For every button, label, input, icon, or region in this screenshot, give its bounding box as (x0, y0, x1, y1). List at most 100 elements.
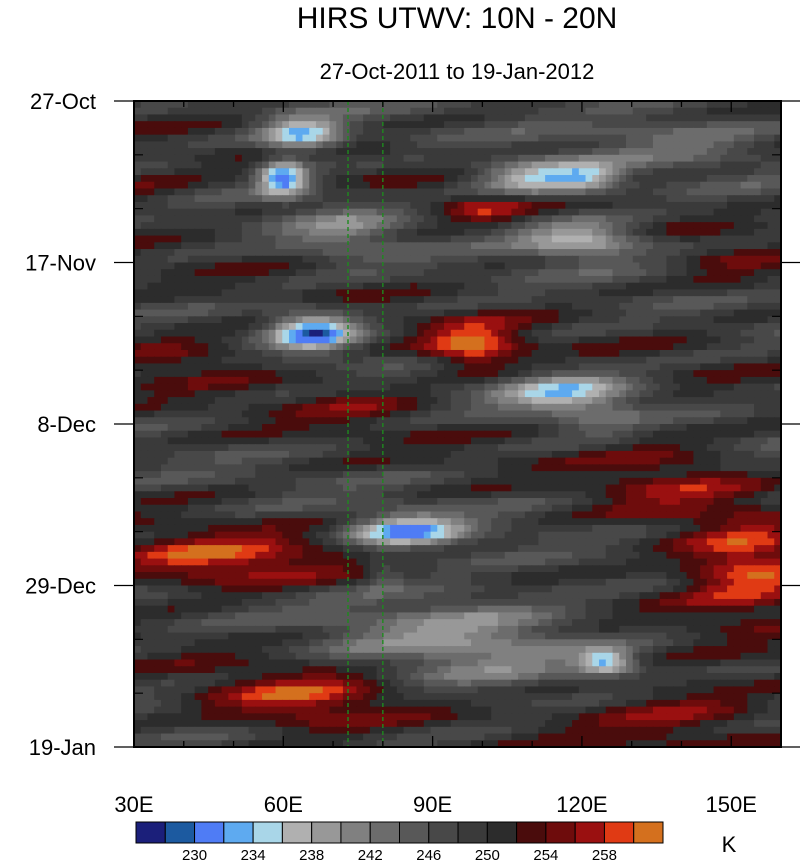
heatmap-cell (673, 154, 681, 163)
heatmap-cell (248, 383, 256, 391)
heatmap-cell (733, 195, 742, 203)
heatmap-cell (315, 141, 324, 149)
heatmap-cell (268, 255, 277, 264)
heatmap-cell (369, 141, 378, 149)
heatmap-cell (497, 222, 506, 230)
heatmap-cell (423, 437, 432, 445)
heatmap-cell (383, 134, 391, 142)
heatmap-cell (201, 188, 209, 196)
heatmap-cell (511, 444, 519, 452)
heatmap-cell (444, 383, 452, 391)
heatmap-cell (322, 343, 331, 351)
heatmap-cell (524, 309, 533, 317)
heatmap-cell (383, 148, 391, 156)
heatmap-cell (160, 309, 169, 317)
heatmap-cell (572, 376, 580, 385)
heatmap-cell (134, 444, 142, 452)
heatmap-cell (396, 107, 405, 116)
heatmap-cell (497, 262, 506, 270)
heatmap-cell (686, 370, 694, 378)
heatmap-cell (336, 114, 344, 122)
heatmap-cell (551, 228, 560, 237)
heatmap-cell (518, 242, 526, 250)
heatmap-cell (147, 107, 155, 116)
heatmap-cell (754, 188, 762, 196)
heatmap-cell (403, 175, 411, 183)
heatmap-cell (686, 316, 694, 324)
heatmap-cell (167, 121, 176, 129)
heatmap-cell (275, 309, 283, 317)
heatmap-cell (194, 356, 202, 365)
heatmap-cell (497, 181, 506, 190)
heatmap-cell (315, 309, 324, 317)
heatmap-cell (289, 215, 297, 223)
heatmap-cell (167, 329, 176, 338)
heatmap-cell (214, 222, 223, 230)
heatmap-cell (551, 134, 560, 142)
heatmap-cell (228, 376, 236, 385)
heatmap-cell (578, 215, 587, 223)
heatmap-cell (187, 101, 196, 109)
heatmap-cell (599, 289, 607, 297)
heatmap-cell (679, 121, 688, 129)
heatmap-cell (524, 336, 533, 344)
heatmap-cell (295, 228, 304, 237)
heatmap-cell (187, 323, 196, 331)
heatmap-cell (329, 424, 337, 432)
heatmap-cell (470, 370, 479, 378)
heatmap-cell (538, 215, 546, 223)
heatmap-cell (342, 141, 351, 149)
heatmap-cell (531, 255, 539, 264)
heatmap-cell (160, 134, 169, 142)
heatmap-cell (309, 215, 317, 223)
heatmap-cell (174, 222, 182, 230)
heatmap-cell (282, 329, 290, 338)
heatmap-cell (302, 390, 310, 398)
heatmap-cell (497, 121, 506, 129)
heatmap-cell (713, 195, 721, 203)
heatmap-cell (444, 437, 452, 445)
heatmap-cell (585, 161, 593, 169)
heatmap-cell (147, 222, 155, 230)
heatmap-cell (470, 161, 479, 169)
heatmap-cell (349, 309, 358, 317)
heatmap-cell (464, 215, 472, 223)
heatmap-cell (740, 424, 748, 432)
heatmap-cell (140, 383, 149, 391)
heatmap-cell (241, 168, 250, 176)
heatmap-cell (167, 168, 176, 176)
heatmap-cell (585, 208, 593, 216)
heatmap-cell (437, 255, 445, 264)
heatmap-cell (572, 296, 580, 304)
heatmap-cell (336, 154, 344, 163)
heatmap-cell (140, 255, 149, 264)
heatmap-cell (262, 121, 270, 129)
heatmap-cell (417, 154, 425, 163)
heatmap-cell (228, 242, 236, 250)
heatmap-cell (208, 201, 216, 210)
heatmap-cell (706, 329, 715, 338)
heatmap-cell (558, 101, 566, 109)
heatmap-cell (740, 343, 748, 351)
heatmap-cell (255, 195, 263, 203)
heatmap-cell (700, 148, 708, 156)
heatmap-cell (174, 316, 182, 324)
heatmap-cell (322, 296, 331, 304)
heatmap-cell (228, 370, 236, 378)
heatmap-cell (518, 417, 526, 425)
heatmap-cell (457, 134, 465, 142)
heatmap-cell (396, 175, 405, 183)
heatmap-cell (760, 282, 769, 291)
heatmap-cell (747, 316, 755, 324)
heatmap-cell (309, 235, 317, 243)
heatmap-cell (457, 249, 465, 257)
heatmap-cell (632, 302, 641, 311)
heatmap-cell (464, 329, 472, 338)
heatmap-cell (322, 424, 331, 432)
heatmap-cell (363, 356, 371, 365)
heatmap-cell (241, 282, 250, 291)
heatmap-cell (599, 208, 607, 216)
heatmap-cell (349, 349, 358, 358)
heatmap-cell (275, 154, 283, 163)
heatmap-cell (160, 417, 169, 425)
